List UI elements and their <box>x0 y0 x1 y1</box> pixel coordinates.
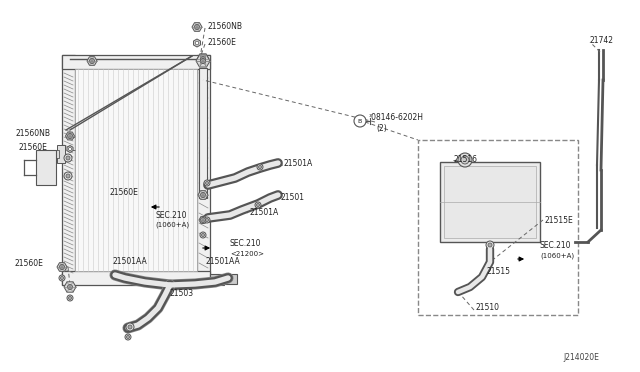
Text: 21560E: 21560E <box>14 260 43 269</box>
Circle shape <box>200 218 205 222</box>
Circle shape <box>67 134 72 138</box>
Circle shape <box>64 172 72 180</box>
Text: 21510: 21510 <box>476 304 500 312</box>
Circle shape <box>60 264 65 269</box>
Circle shape <box>458 153 472 167</box>
Circle shape <box>204 180 210 186</box>
Text: 21742: 21742 <box>590 35 614 45</box>
Text: 21503: 21503 <box>170 289 194 298</box>
Bar <box>62 55 210 69</box>
Text: SEC.210: SEC.210 <box>540 241 572 250</box>
Polygon shape <box>199 217 207 224</box>
Text: (1060+A): (1060+A) <box>540 253 574 259</box>
Circle shape <box>257 164 263 170</box>
Polygon shape <box>193 39 200 47</box>
Circle shape <box>257 203 259 206</box>
Polygon shape <box>197 54 209 64</box>
Text: 21560E: 21560E <box>208 38 237 46</box>
Text: 21501AA: 21501AA <box>205 257 240 266</box>
Bar <box>418 140 578 315</box>
Circle shape <box>61 276 63 279</box>
Circle shape <box>354 115 366 127</box>
Polygon shape <box>65 132 74 140</box>
Circle shape <box>67 285 72 289</box>
Circle shape <box>259 166 262 169</box>
Circle shape <box>204 217 210 223</box>
Circle shape <box>66 156 70 160</box>
Circle shape <box>202 234 205 237</box>
Circle shape <box>127 336 129 339</box>
Polygon shape <box>197 56 209 66</box>
Circle shape <box>126 323 134 331</box>
Bar <box>62 271 210 285</box>
Circle shape <box>90 58 95 64</box>
Circle shape <box>200 58 205 64</box>
Text: 21501AA: 21501AA <box>112 257 147 266</box>
Circle shape <box>488 243 492 247</box>
Text: 21501A: 21501A <box>249 208 278 217</box>
Text: <21200>: <21200> <box>230 251 264 257</box>
Polygon shape <box>64 282 76 292</box>
Circle shape <box>195 25 200 29</box>
Text: (2): (2) <box>376 124 387 132</box>
Circle shape <box>68 147 72 151</box>
Text: (1060+A): (1060+A) <box>155 222 189 228</box>
Text: 21515: 21515 <box>487 266 511 276</box>
Polygon shape <box>57 263 67 271</box>
Text: 21560E: 21560E <box>18 142 47 151</box>
Text: J214020E: J214020E <box>563 353 599 362</box>
Text: 21560NB: 21560NB <box>15 128 50 138</box>
Polygon shape <box>192 23 202 31</box>
Polygon shape <box>87 57 97 65</box>
Circle shape <box>64 154 72 162</box>
Polygon shape <box>198 191 208 199</box>
Polygon shape <box>67 145 73 153</box>
Bar <box>440 162 540 242</box>
Text: 21560NB: 21560NB <box>208 22 243 31</box>
Circle shape <box>59 275 65 281</box>
Circle shape <box>195 41 199 45</box>
Bar <box>197 55 210 285</box>
Bar <box>225 274 237 284</box>
Circle shape <box>128 325 132 329</box>
Circle shape <box>255 202 261 208</box>
Circle shape <box>205 182 209 185</box>
Polygon shape <box>196 55 210 67</box>
Text: ³08146-6202H: ³08146-6202H <box>369 112 424 122</box>
Circle shape <box>200 192 205 198</box>
Circle shape <box>200 58 205 64</box>
Bar <box>36 150 56 185</box>
Bar <box>62 55 75 285</box>
Text: 21501A: 21501A <box>284 158 313 167</box>
Circle shape <box>205 218 209 221</box>
Text: 21516: 21516 <box>454 154 478 164</box>
Text: 21560E: 21560E <box>109 187 138 196</box>
Text: SEC.210: SEC.210 <box>155 211 186 219</box>
Text: 21501: 21501 <box>281 192 305 202</box>
Circle shape <box>68 296 72 299</box>
Bar <box>199 68 207 198</box>
Bar <box>75 69 197 271</box>
Text: SEC.210: SEC.210 <box>230 240 262 248</box>
Bar <box>210 274 224 285</box>
Circle shape <box>125 334 131 340</box>
Bar <box>444 166 536 238</box>
Circle shape <box>200 232 206 238</box>
Circle shape <box>486 241 494 249</box>
Circle shape <box>67 295 73 301</box>
Circle shape <box>66 174 70 178</box>
Bar <box>54 150 59 158</box>
Text: 21515E: 21515E <box>545 215 573 224</box>
Circle shape <box>461 156 469 164</box>
Text: B: B <box>358 119 362 124</box>
Circle shape <box>200 57 205 61</box>
Bar <box>57 145 65 163</box>
